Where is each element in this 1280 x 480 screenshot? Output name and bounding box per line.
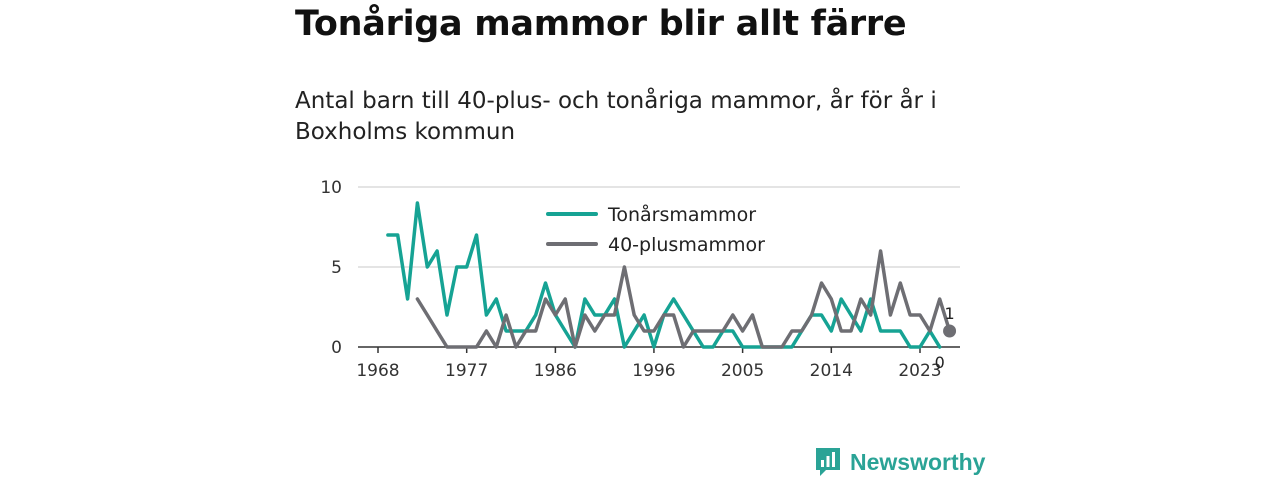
series-end-marker-plusmammor [943,324,957,338]
y-tick-label: 0 [331,338,342,358]
x-tick-label: 2023 [898,361,941,381]
y-tick-label: 5 [331,258,342,278]
legend-label-tonarsmammor: Tonårsmammor [607,203,756,226]
newsworthy-logo-text: Newsworthy [850,448,986,475]
chart-subtitle: Antal barn till 40-plus- och tonåriga ma… [295,88,937,145]
chart-title: Tonåriga mammor blir allt färre [295,4,907,44]
series-end-label-tonarsmammor: 0 [935,353,945,372]
x-tick-label: 1977 [445,361,488,381]
legend-label-plusmammor: 40-plusmammor [608,234,765,256]
x-tick-label: 2014 [810,361,853,381]
series-end-label-plusmammor: 1 [944,304,954,323]
series-line-plusmammor [415,249,952,349]
y-tick-label: 10 [320,178,342,198]
x-tick-label: 1986 [534,361,577,381]
x-tick-label: 1968 [356,361,399,381]
x-tick-label: 2005 [721,361,764,381]
newsworthy-logo-icon [816,448,840,476]
newsworthy-logo: Newsworthy [814,446,985,478]
x-tick-label: 1996 [632,361,675,381]
